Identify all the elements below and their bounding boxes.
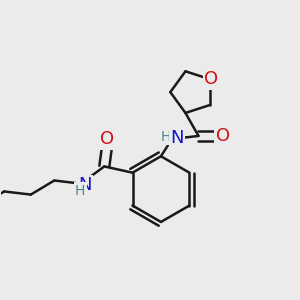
Text: O: O: [215, 127, 230, 145]
Text: N: N: [170, 129, 184, 147]
Text: H: H: [161, 130, 172, 144]
Text: H: H: [75, 184, 86, 197]
Text: O: O: [100, 130, 115, 148]
Text: N: N: [78, 176, 92, 194]
Text: O: O: [205, 70, 219, 88]
